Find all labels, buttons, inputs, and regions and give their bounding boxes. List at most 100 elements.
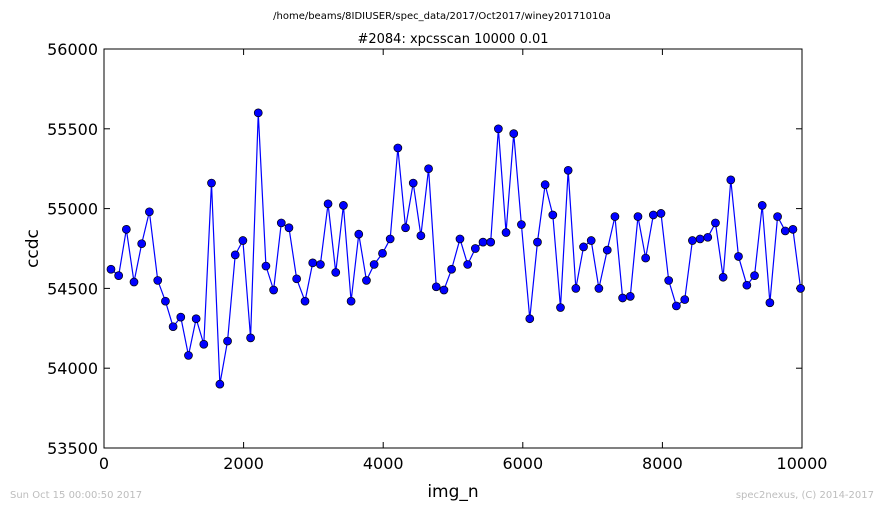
data-point bbox=[517, 220, 526, 229]
series-layer bbox=[106, 108, 805, 389]
data-point bbox=[207, 178, 216, 188]
data-point bbox=[610, 212, 620, 221]
data-point bbox=[750, 271, 759, 280]
data-point bbox=[525, 314, 535, 324]
data-point bbox=[323, 199, 333, 209]
y-tick-label: 53500 bbox=[47, 439, 98, 458]
data-point bbox=[688, 236, 697, 245]
data-point bbox=[633, 212, 643, 221]
data-point bbox=[261, 261, 271, 271]
data-point bbox=[548, 210, 558, 220]
data-point bbox=[129, 277, 139, 287]
x-tick-label: 2000 bbox=[223, 454, 264, 473]
data-point bbox=[378, 248, 387, 258]
data-point bbox=[362, 276, 371, 285]
data-point bbox=[641, 253, 651, 263]
data-point bbox=[757, 201, 767, 210]
data-point bbox=[316, 260, 325, 269]
data-point bbox=[579, 242, 588, 252]
data-point bbox=[594, 284, 604, 293]
x-tick-label: 4000 bbox=[363, 454, 404, 473]
data-point bbox=[269, 285, 278, 295]
data-point bbox=[447, 264, 456, 274]
data-point bbox=[718, 272, 728, 282]
data-point bbox=[339, 201, 348, 210]
data-point bbox=[563, 165, 573, 175]
data-point bbox=[765, 298, 775, 308]
y-tick-label: 55500 bbox=[47, 120, 98, 139]
data-point bbox=[369, 260, 379, 269]
data-point bbox=[478, 237, 488, 247]
data-point bbox=[494, 124, 503, 134]
y-tick-label: 56000 bbox=[47, 40, 98, 59]
x-tick-label: 0 bbox=[99, 454, 109, 473]
data-point bbox=[238, 236, 248, 245]
chart-title: #2084: xpcsscan 10000 0.01 bbox=[357, 32, 548, 47]
data-point bbox=[431, 282, 441, 292]
data-point bbox=[695, 234, 705, 244]
data-point bbox=[145, 207, 154, 217]
data-point bbox=[121, 225, 131, 234]
data-point bbox=[137, 239, 147, 249]
data-point bbox=[284, 223, 294, 233]
data-point bbox=[680, 295, 690, 304]
footer-credit: spec2nexus, (C) 2014-2017 bbox=[736, 490, 874, 501]
data-point bbox=[571, 284, 581, 293]
data-point bbox=[223, 336, 232, 346]
data-point bbox=[703, 232, 713, 242]
data-point bbox=[191, 314, 201, 324]
data-point bbox=[648, 210, 658, 220]
data-point bbox=[230, 250, 240, 260]
data-point bbox=[393, 143, 403, 153]
y-axis-label: ccdc bbox=[23, 229, 43, 268]
data-point bbox=[486, 237, 496, 247]
data-point bbox=[664, 276, 674, 285]
data-point bbox=[424, 164, 433, 174]
data-point bbox=[742, 280, 752, 290]
chart-suptitle: /home/beams/8IDIUSER/spec_data/2017/Oct2… bbox=[273, 11, 611, 22]
data-point bbox=[726, 175, 736, 185]
data-point bbox=[346, 296, 356, 306]
data-point bbox=[292, 274, 301, 284]
data-point bbox=[416, 231, 426, 241]
data-point bbox=[276, 218, 286, 228]
data-point bbox=[215, 379, 225, 389]
data-point bbox=[734, 252, 743, 261]
data-point bbox=[470, 244, 480, 253]
data-point bbox=[455, 234, 465, 244]
series-line bbox=[110, 112, 802, 385]
x-tick-label: 8000 bbox=[642, 454, 683, 473]
y-tick-label: 54000 bbox=[47, 359, 98, 378]
data-point bbox=[439, 285, 449, 295]
data-point bbox=[184, 351, 193, 360]
data-point bbox=[253, 108, 263, 118]
data-point bbox=[114, 271, 124, 280]
data-point bbox=[618, 293, 627, 303]
x-tick-label: 10000 bbox=[777, 454, 828, 473]
data-point bbox=[656, 209, 666, 218]
data-point bbox=[463, 260, 473, 269]
data-point bbox=[354, 229, 364, 239]
data-point bbox=[625, 292, 635, 301]
data-point bbox=[672, 301, 681, 311]
data-point bbox=[331, 268, 341, 277]
data-point bbox=[199, 339, 209, 349]
data-point bbox=[602, 245, 612, 255]
x-axis-label: img_n bbox=[427, 482, 478, 502]
data-point bbox=[246, 333, 255, 343]
data-point bbox=[161, 296, 170, 306]
y-tick-label: 54500 bbox=[47, 279, 98, 298]
data-point bbox=[509, 129, 519, 138]
footer-timestamp: Sun Oct 15 00:00:50 2017 bbox=[10, 490, 142, 501]
data-point bbox=[773, 212, 782, 221]
y-tick-label: 55000 bbox=[47, 200, 98, 219]
data-point bbox=[300, 296, 310, 306]
data-point bbox=[788, 225, 798, 234]
data-point bbox=[408, 178, 418, 188]
data-point bbox=[586, 236, 596, 245]
axis-tick-labels: 0 2000 4000 6000 8000 10000 53500 54000 54500 550… bbox=[47, 40, 827, 473]
data-point bbox=[556, 303, 565, 312]
data-point bbox=[533, 237, 542, 247]
data-point bbox=[780, 226, 790, 236]
